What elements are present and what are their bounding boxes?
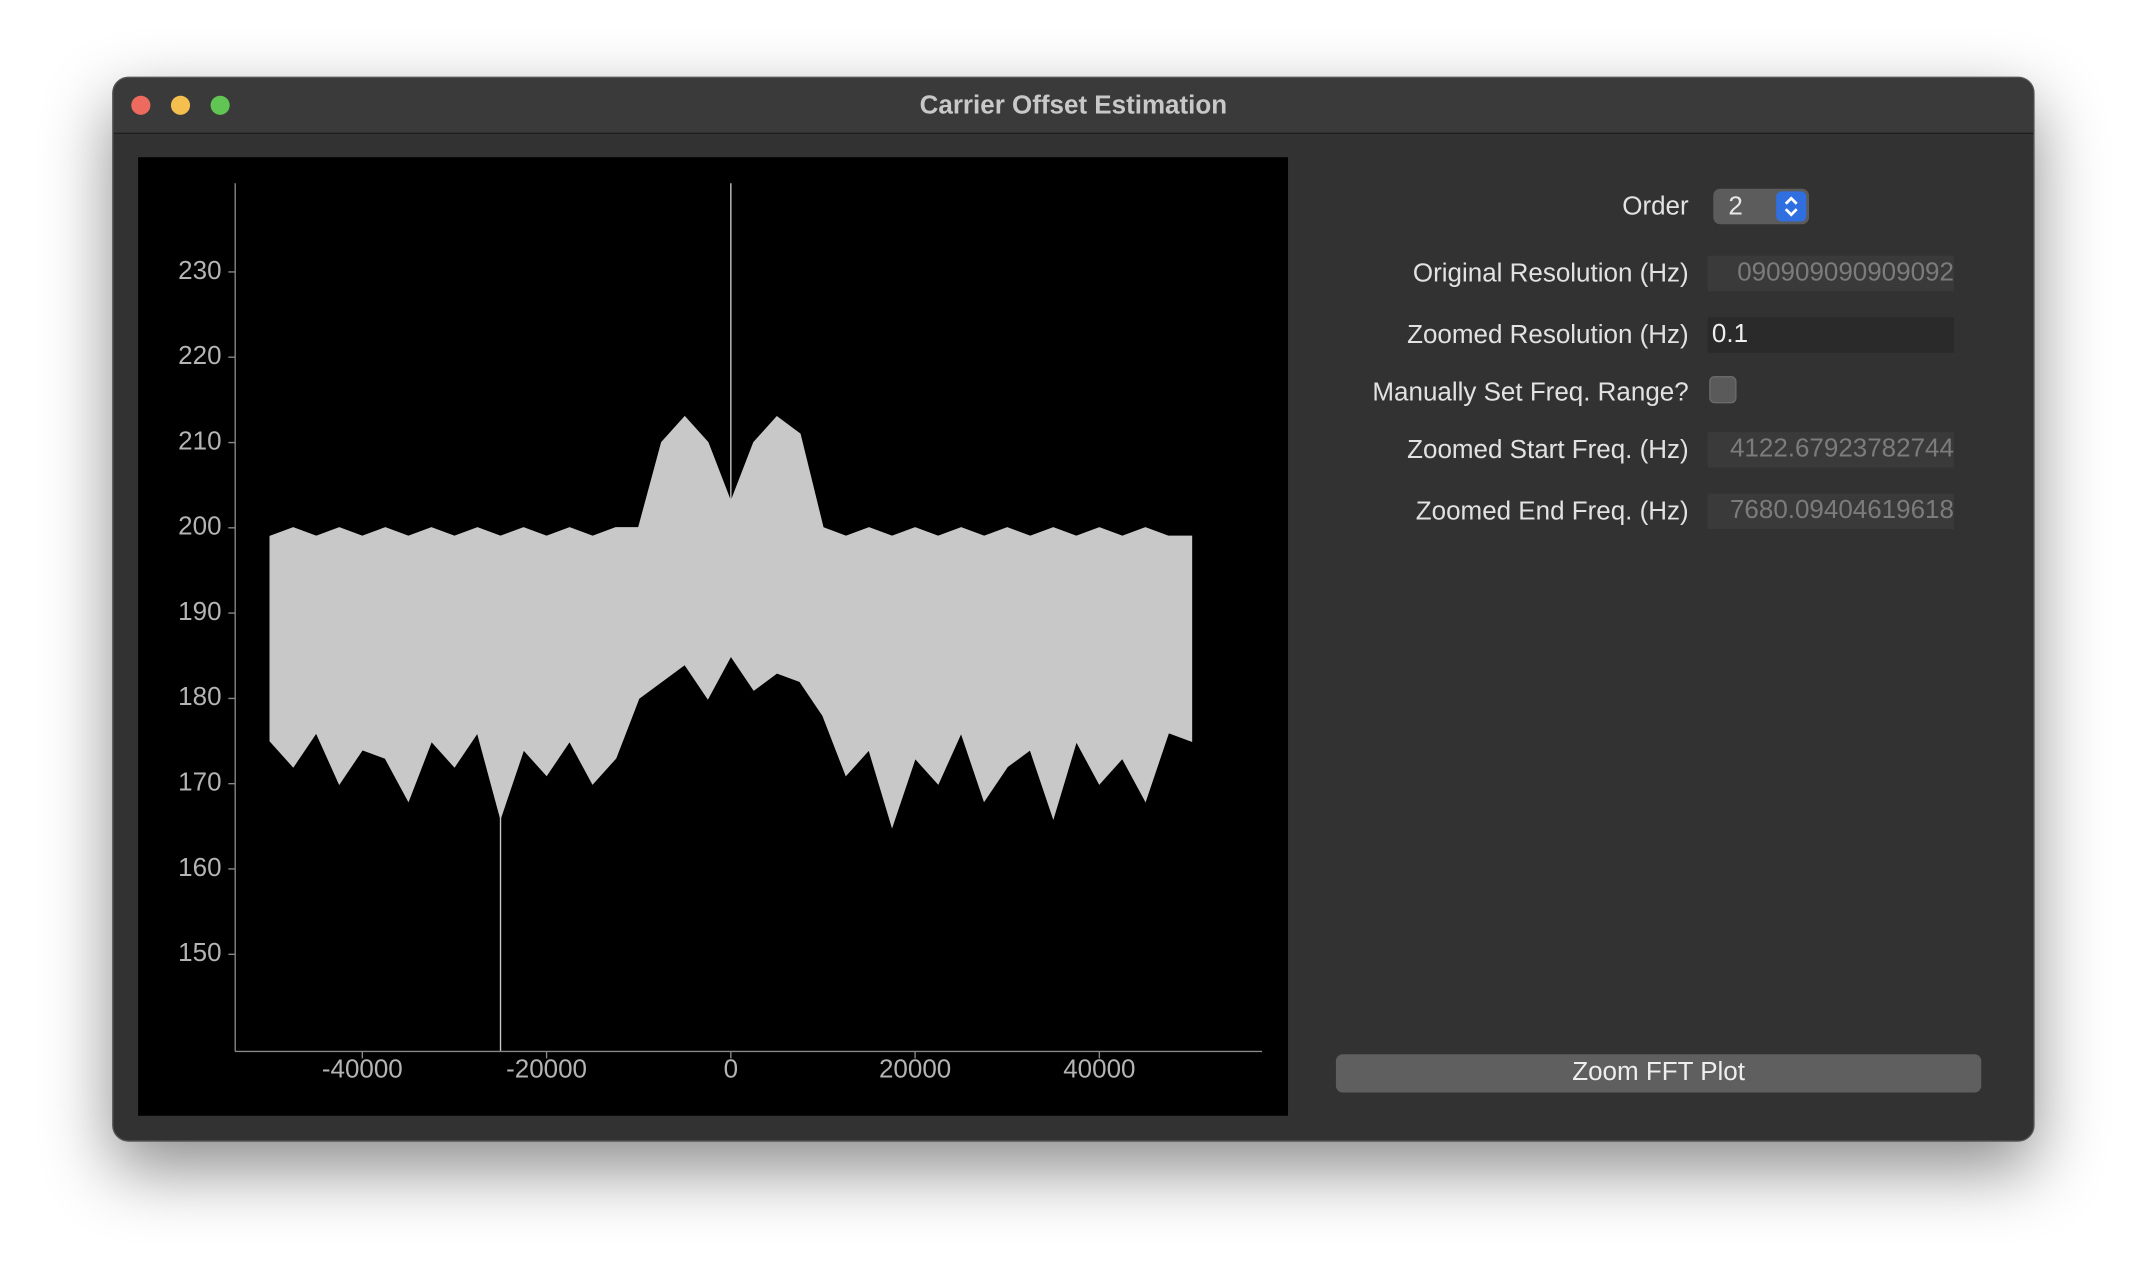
y-tick-label: 150 [178, 937, 221, 967]
zoomed-start-field: 4122.67923782744 [1707, 432, 1954, 468]
spin-icon [1784, 196, 1798, 217]
order-value: 2 [1728, 192, 1743, 222]
x-tick-label: -40000 [322, 1053, 403, 1083]
y-tick-label: 180 [178, 681, 221, 711]
original-resolution-label: Original Resolution (Hz) [1412, 259, 1689, 289]
x-tick-label: -20000 [506, 1053, 587, 1083]
spin-arrows[interactable] [1776, 191, 1807, 222]
zoomed-resolution-label: Zoomed Resolution (Hz) [1407, 321, 1689, 351]
y-tick-label: 170 [178, 767, 221, 797]
window: Carrier Offset Estimation 150 160 170 180 19… [112, 76, 2035, 1142]
y-tick-label: 220 [178, 340, 221, 370]
manual-range-checkbox[interactable] [1709, 376, 1737, 404]
zoomed-start-label: Zoomed Start Freq. (Hz) [1407, 436, 1689, 465]
zoomed-end-field: 7680.09404619618 [1707, 493, 1954, 530]
zoomed-end-label: Zoomed End Freq. (Hz) [1415, 497, 1689, 527]
window-title: Carrier Offset Estimation [919, 91, 1228, 121]
x-tick-label: 0 [724, 1053, 738, 1083]
title-bar: Carrier Offset Estimation [113, 77, 2034, 135]
y-tick-label: 190 [178, 596, 221, 626]
order-label: Order [1622, 192, 1689, 222]
y-tick-label: 200 [178, 511, 221, 541]
chart: 150 160 170 180 190 200 210 220 230 -40000 -20000 0… [178, 183, 1263, 1083]
minimize-button[interactable] [170, 95, 191, 115]
x-tick-label: 40000 [1063, 1053, 1135, 1083]
x-tick-label: 20000 [879, 1053, 951, 1083]
zoom-fft-button[interactable]: Zoom FFT Plot [1335, 1054, 1982, 1093]
y-tick-label: 160 [178, 852, 221, 882]
original-resolution-field: 090909090909092 [1707, 255, 1954, 292]
zoomed-resolution-field[interactable]: 0.1 [1707, 317, 1954, 353]
close-button[interactable] [131, 95, 151, 115]
manual-range-label: Manually Set Freq. Range? [1372, 378, 1689, 408]
zoom-button[interactable] [210, 95, 230, 115]
y-tick-label: 230 [178, 255, 221, 285]
y-tick-label: 210 [178, 425, 221, 455]
order-spinbox[interactable]: 2 [1713, 188, 1810, 225]
plot-area: 150 160 170 180 190 200 210 220 230 -40000 -20000 0… [138, 157, 1289, 1116]
